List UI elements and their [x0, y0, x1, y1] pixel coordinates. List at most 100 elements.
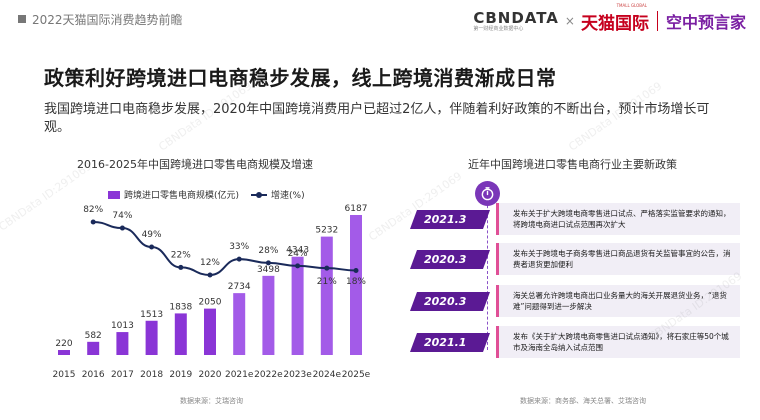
page-headline: 政策利好跨境进口电商稳步发展，线上跨境消费渐成日常: [44, 66, 557, 90]
collab-times-sign: ×: [564, 14, 575, 28]
growth-label: 33%: [229, 242, 249, 252]
chart-bar: [262, 275, 275, 355]
growth-label: 12%: [200, 258, 220, 268]
cbndata-logo: CBNDATA 第一财经商业数据中心: [473, 10, 559, 33]
right-data-source: 数据来源：商务部、海关总署、艾瑞咨询: [520, 397, 646, 405]
report-title: 2022天猫国际消费趋势前瞻: [32, 13, 183, 27]
policy-year-tag: 2021.3: [410, 210, 490, 229]
growth-label: 24%: [288, 249, 308, 259]
growth-point: [207, 272, 213, 278]
timeline-dashed-line: [487, 200, 488, 350]
legend-bar-swatch: [108, 190, 120, 199]
growth-label: 18%: [346, 277, 366, 287]
policy-description: 海关总署允许跨境电商出口业务量大的海关开展退货业务，“退货难”问题得到进一步解决: [513, 291, 727, 311]
bar-value-label: 2734: [228, 282, 251, 292]
policy-description-box: 发布关于扩大跨境电商零售进口试点、严格落实监管要求的通知，将跨境电商进口试点范围…: [496, 203, 740, 235]
bar-value-label: 4343: [286, 246, 309, 256]
legend-line-swatch: [251, 191, 268, 198]
chart-legend: 跨境进口零售电商规模(亿元) 增速(%): [108, 188, 317, 201]
bar-value-label: 3498: [257, 265, 280, 275]
legend-item-bars: 跨境进口零售电商规模(亿元): [108, 188, 239, 201]
growth-point: [236, 256, 242, 262]
growth-label: 82%: [83, 205, 103, 215]
policy-description-box: 发布关于跨境电子商务零售进口商品退货有关监管事宜的公告，消费者退货更加便利: [496, 243, 740, 275]
growth-label: 49%: [142, 230, 162, 240]
kongzhong-yuyanjia-logo: 空中预言家: [665, 13, 746, 32]
chart-title: 2016-2025年中国跨境进口零售电商规模及增速: [77, 158, 313, 171]
chart-bar: [204, 308, 216, 355]
x-tick-label: 2019: [169, 370, 192, 380]
growth-label: 74%: [112, 211, 132, 221]
bar-value-label: 220: [55, 339, 72, 349]
growth-point: [149, 244, 155, 250]
logo-divider: [656, 11, 658, 31]
legend-line-label: 增速(%): [271, 191, 305, 201]
growth-point: [265, 260, 271, 266]
growth-label: 28%: [258, 246, 278, 256]
policy-item: 2020.3 海关总署允许跨境电商出口业务量大的海关开展退货业务，“退货难”问题…: [410, 285, 740, 317]
cbndata-logo-name: CBNDATA: [473, 8, 559, 27]
chart-bar: [233, 293, 246, 355]
policy-year-tag: 2021.1: [410, 333, 490, 352]
x-tick-label: 2016: [82, 370, 105, 380]
scale-growth-chart: 220 2015 582 2016 1013 2017 1513 2018 1838 2019 20…: [53, 204, 371, 380]
x-tick-label: 2022e: [254, 370, 283, 380]
tmall-global-tag: TMALL GLOBAL: [616, 2, 647, 8]
policy-panel-title: 近年中国跨境进口零售电商行业主要新政策: [468, 158, 677, 171]
partner-logos: CBNDATA 第一财经商业数据中心 × TMALL GLOBAL 天猫国际 空…: [473, 3, 746, 34]
chart-bar: [350, 215, 362, 355]
bar-value-label: 1513: [140, 310, 163, 320]
chart-bar: [87, 341, 100, 355]
cbndata-logo-sub: 第一财经商业数据中心: [473, 25, 524, 32]
growth-point: [295, 263, 301, 269]
report-mark-square: [18, 15, 26, 23]
legend-item-line: 增速(%): [251, 188, 305, 201]
policy-description: 发布关于跨境电子商务零售进口商品退货有关监管事宜的公告，消费者退货更加便利: [513, 249, 731, 269]
top-bar: 2022天猫国际消费趋势前瞻 CBNDATA 第一财经商业数据中心 × TMAL…: [0, 0, 760, 40]
policy-description: 发布《关于扩大跨境电商零售进口试点通知》，将石家庄等50个城市及海南全岛纳入试点…: [513, 332, 729, 352]
growth-point: [90, 219, 96, 225]
chart-bar: [291, 256, 304, 355]
x-tick-label: 2021e: [225, 370, 254, 380]
policy-year-tag: 2020.3: [410, 250, 490, 269]
bar-value-label: 2050: [199, 298, 222, 308]
growth-point: [119, 225, 125, 231]
x-tick-label: 2017: [111, 370, 134, 380]
bar-value-label: 582: [85, 331, 102, 341]
tmall-global-logo: TMALL GLOBAL 天猫国际: [580, 3, 649, 34]
chart-bar: [58, 350, 70, 355]
policy-description-box: 海关总署允许跨境电商出口业务量大的海关开展退货业务，“退货难”问题得到进一步解决: [496, 285, 740, 317]
chart-bar: [116, 332, 129, 355]
x-tick-label: 2018: [140, 370, 163, 380]
x-tick-label: 2020: [199, 370, 222, 380]
left-data-source: 数据来源：艾瑞咨询: [180, 397, 243, 405]
policy-description: 发布关于扩大跨境电商零售进口试点、严格落实监管要求的通知，将跨境电商进口试点范围…: [513, 209, 731, 229]
policy-description-box: 发布《关于扩大跨境电商零售进口试点通知》，将石家庄等50个城市及海南全岛纳入试点…: [496, 326, 740, 358]
bar-value-label: 1013: [111, 321, 134, 331]
policy-item: 2021.1 发布《关于扩大跨境电商零售进口试点通知》，将石家庄等50个城市及海…: [410, 326, 740, 358]
x-tick-label: 2025e: [342, 370, 371, 380]
bar-value-label: 1838: [169, 302, 192, 312]
x-tick-label: 2023e: [283, 370, 312, 380]
growth-point: [353, 267, 359, 273]
growth-point: [324, 265, 330, 271]
bar-value-label: 5232: [315, 226, 338, 236]
timer-icon: [475, 181, 500, 206]
chart-bar: [320, 236, 333, 355]
timer-icon-glyph: [481, 187, 494, 201]
policy-year-tag: 2020.3: [410, 292, 490, 311]
chart-bar: [174, 313, 187, 355]
growth-label: 21%: [317, 277, 337, 287]
x-tick-label: 2015: [53, 370, 76, 380]
chart-bar: [145, 320, 158, 355]
policy-item: 2021.3 发布关于扩大跨境电商零售进口试点、严格落实监管要求的通知，将跨境电…: [410, 203, 740, 235]
intro-paragraph: 我国跨境进口电商稳步发展，2020年中国跨境消费用户已超过2亿人，伴随着利好政策…: [44, 102, 710, 135]
policy-item: 2020.3 发布关于跨境电子商务零售进口商品退货有关监管事宜的公告，消费者退货…: [410, 243, 740, 275]
bar-value-label: 6187: [345, 204, 368, 214]
tmall-global-name: 天猫国际: [580, 13, 649, 34]
growth-label: 22%: [171, 250, 191, 260]
x-tick-label: 2024e: [313, 370, 342, 380]
growth-point: [178, 264, 184, 270]
growth-line: [93, 221, 357, 277]
legend-bar-label: 跨境进口零售电商规模(亿元): [124, 191, 240, 201]
